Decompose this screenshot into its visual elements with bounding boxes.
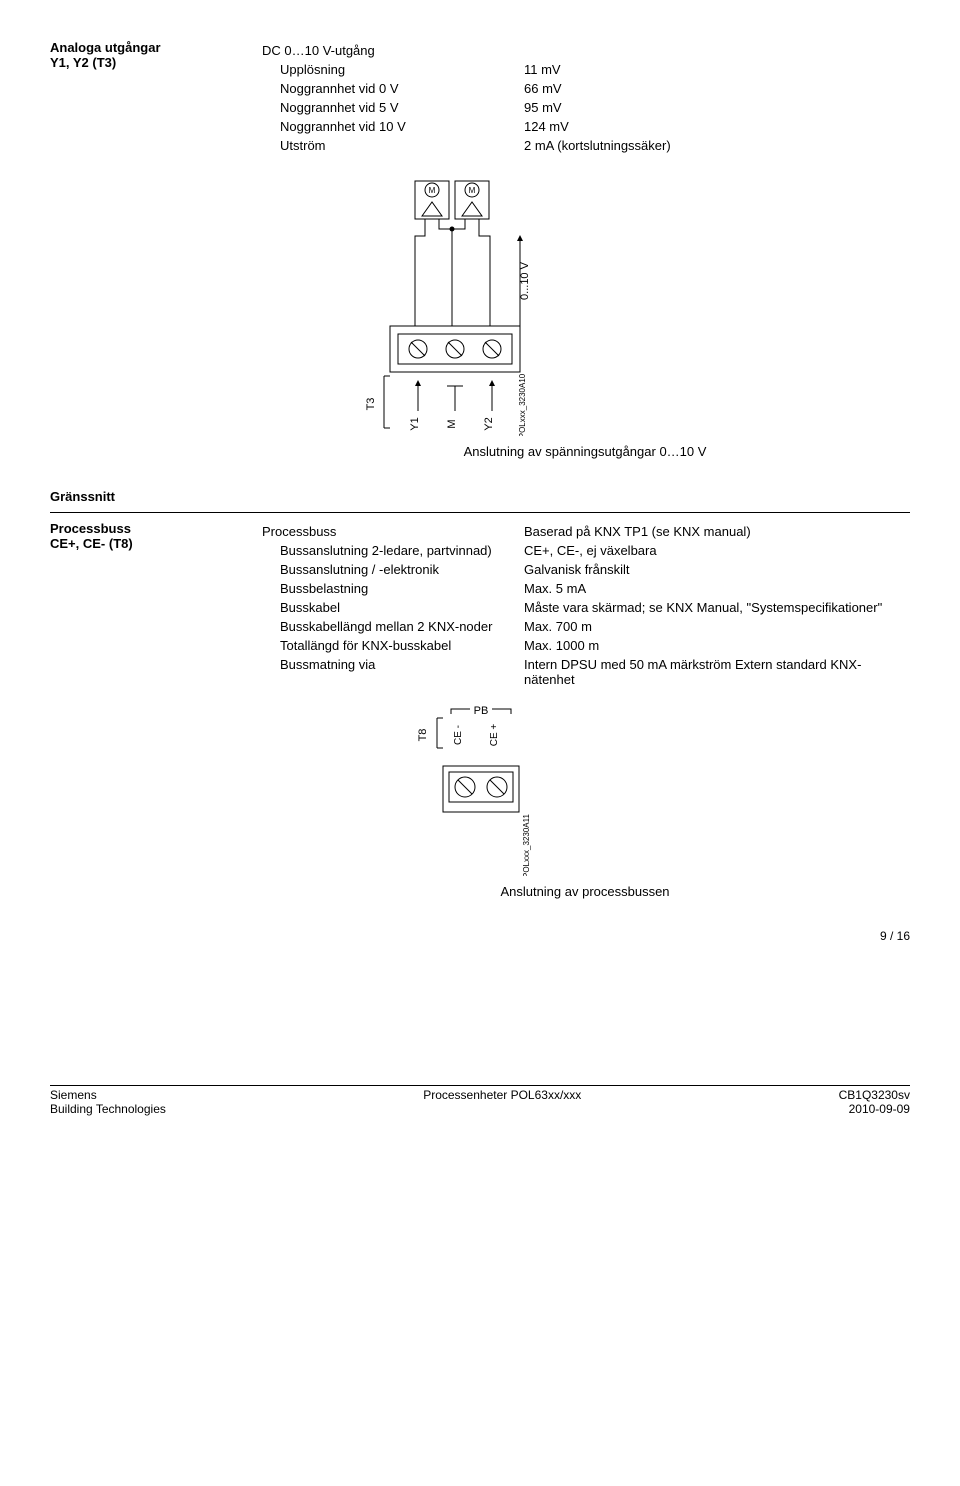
pb-label: PB [474,706,489,717]
spec-value: Intern DPSU med 50 mA märkström Extern s… [524,656,908,688]
footer-division: Building Technologies [50,1102,166,1116]
page-number: 9 / 16 [50,929,910,945]
motor-m-1: M [429,186,436,195]
voltage-axis-label: 0...10 V [519,261,531,300]
spec-label: Processbuss [262,523,522,540]
diagram1-part-ref: POLxxx_3230A10 [518,373,527,436]
footer-left: Siemens Building Technologies [50,1088,166,1116]
table-row: Noggrannhet vid 0 V 66 mV [262,80,908,97]
table-row: Bussbelastning Max. 5 mA [262,580,908,597]
section2-left: Processbuss CE+, CE- (T8) [50,521,260,690]
table-row: Busskabellängd mellan 2 KNX-noder Max. 7… [262,618,908,635]
spec-value: Måste vara skärmad; se KNX Manual, "Syst… [524,599,908,616]
spec-value: Max. 5 mA [524,580,908,597]
section1-header: DC 0…10 V-utgång [262,42,522,59]
terminal-y2: Y2 [483,417,495,430]
spec-value: Max. 700 m [524,618,908,635]
table-row: Noggrannhet vid 10 V 124 mV [262,118,908,135]
motor-m-2: M [469,186,476,195]
spec-label: Bussbelastning [262,580,522,597]
terminal-y1: Y1 [409,417,421,430]
analog-outputs-row: Analoga utgångar Y1, Y2 (T3) DC 0…10 V-u… [50,40,910,156]
granssnitt-heading: Gränssnitt [50,489,910,504]
spec-value: 124 mV [524,118,908,135]
spec-label: Noggrannhet vid 5 V [262,99,522,116]
spec-value: 66 mV [524,80,908,97]
divider [50,512,910,513]
section1-title2: Y1, Y2 (T3) [50,55,260,70]
spec-value: 11 mV [524,61,908,78]
table-row: Bussmatning via Intern DPSU med 50 mA mä… [262,656,908,688]
spec-label: Bussanslutning / -elektronik [262,561,522,578]
page-footer: Siemens Building Technologies Processenh… [50,1085,910,1116]
footer-docref: CB1Q3230sv [839,1088,910,1102]
spec-value: 95 mV [524,99,908,116]
spec-value: CE+, CE-, ej växelbara [524,542,908,559]
spec-label: Upplösning [262,61,522,78]
section2-title2: CE+, CE- (T8) [50,536,260,551]
terminal-m: M [446,419,458,428]
spec-value: 2 mA (kortslutningssäker) [524,137,908,154]
spec-label: Bussanslutning 2-ledare, partvinnad) [262,542,522,559]
processbus-row: Processbuss CE+, CE- (T8) Processbuss Ba… [50,521,910,690]
footer-company: Siemens [50,1088,97,1102]
section1-left: Analoga utgångar Y1, Y2 (T3) [50,40,260,156]
spec-label: Busskabel [262,599,522,616]
section2-right: Processbuss Baserad på KNX TP1 (se KNX m… [260,521,910,690]
diagram2-part-ref: POLxxx_3230A11 [522,814,531,876]
terminal-ce-plus: CE + [489,724,500,747]
diagram2-svg: PB T8 CE - CE + POLxxx_3230A11 [415,706,545,876]
spec-label: Busskabellängd mellan 2 KNX-noder [262,618,522,635]
spec-label: Noggrannhet vid 10 V [262,118,522,135]
section2-table: Processbuss Baserad på KNX TP1 (se KNX m… [260,521,910,690]
diagram2-caption: Anslutning av processbussen [50,884,910,899]
section1-right: DC 0…10 V-utgång Upplösning 11 mV Noggra… [260,40,910,156]
table-row: Totallängd för KNX-busskabel Max. 1000 m [262,637,908,654]
table-row: Upplösning 11 mV [262,61,908,78]
section1-title1: Analoga utgångar [50,40,260,55]
spec-value: Max. 1000 m [524,637,908,654]
footer-date: 2010-09-09 [849,1102,910,1116]
section1-table: DC 0…10 V-utgång Upplösning 11 mV Noggra… [260,40,910,156]
table-row: Bussanslutning / -elektronik Galvanisk f… [262,561,908,578]
voltage-output-diagram: M M 0...10 V Y1 M Y [50,176,910,436]
diagram1-svg: M M 0...10 V Y1 M Y [360,176,600,436]
table-row: Busskabel Måste vara skärmad; se KNX Man… [262,599,908,616]
footer-right: CB1Q3230sv 2010-09-09 [839,1088,910,1116]
spec-value: Galvanisk frånskilt [524,561,908,578]
table-row: Utström 2 mA (kortslutningssäker) [262,137,908,154]
section1-header-row: DC 0…10 V-utgång [262,42,908,59]
spec-label: Noggrannhet vid 0 V [262,80,522,97]
spec-label: Utström [262,137,522,154]
terminal-group-t3: T3 [365,398,377,411]
table-row: Processbuss Baserad på KNX TP1 (se KNX m… [262,523,908,540]
spec-value: Baserad på KNX TP1 (se KNX manual) [524,523,908,540]
process-bus-diagram: PB T8 CE - CE + POLxxx_3230A11 [50,706,910,876]
section2-title1: Processbuss [50,521,260,536]
footer-mid: Processenheter POL63xx/xxx [423,1088,581,1116]
terminal-group-t8: T8 [417,729,429,742]
diagram1-caption: Anslutning av spänningsutgångar 0…10 V [50,444,910,459]
spec-label: Totallängd för KNX-busskabel [262,637,522,654]
terminal-ce-minus: CE - [453,725,464,745]
table-row: Bussanslutning 2-ledare, partvinnad) CE+… [262,542,908,559]
table-row: Noggrannhet vid 5 V 95 mV [262,99,908,116]
spec-label: Bussmatning via [262,656,522,688]
